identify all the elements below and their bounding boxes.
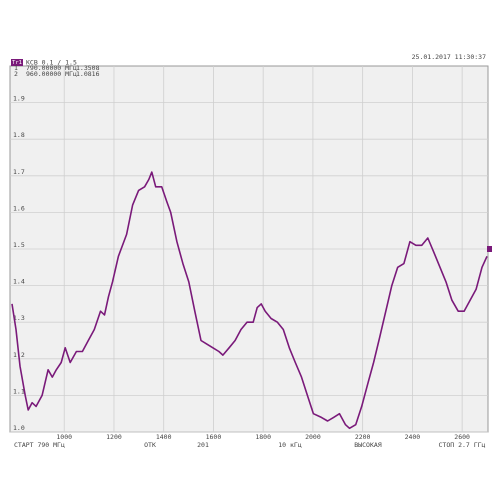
x-tick-label: 1600 — [206, 433, 222, 441]
footer-label: СТАРТ 790 МГц — [14, 441, 65, 449]
y-tick-label: 1.5 — [13, 241, 25, 249]
footer-label: ВЫСОКАЯ — [354, 441, 381, 449]
footer-label: ОТК — [144, 441, 156, 449]
marker-freq: 790.00000 МГц — [26, 64, 77, 72]
y-tick-label: 1.6 — [13, 204, 25, 212]
x-tick-label: 2400 — [405, 433, 421, 441]
footer-label: 10 кГц — [278, 441, 302, 449]
y-tick-label: 1.0 — [13, 424, 25, 432]
marker-freq: 960.00000 МГц — [26, 70, 77, 78]
timestamp: 25.01.2017 11:30:37 — [412, 53, 486, 61]
y-tick-label: 1.4 — [13, 278, 25, 286]
y-tick-label: 1.8 — [13, 131, 25, 139]
y-tick-label: 1.7 — [13, 168, 25, 176]
x-tick-label: 2600 — [454, 433, 470, 441]
y-tick-label: 1.9 — [13, 95, 25, 103]
x-tick-label: 1400 — [156, 433, 172, 441]
trace-name: Tr1 — [12, 60, 22, 66]
x-tick-label: 1000 — [56, 433, 72, 441]
x-tick-label: 1800 — [255, 433, 271, 441]
x-tick-label: 2000 — [305, 433, 321, 441]
reference-marker — [487, 246, 492, 252]
trace-badge — [11, 59, 23, 66]
footer-label: СТОП 2.7 ГГц — [439, 441, 486, 449]
marker-id: 1 — [14, 64, 18, 72]
x-tick-label: 1200 — [106, 433, 122, 441]
footer-label: 201 — [197, 441, 209, 449]
marker-value: 1.3508 — [76, 64, 100, 72]
marker-value: 1.0816 — [76, 70, 100, 78]
marker-id: 2 — [14, 70, 18, 78]
y-tick-label: 1.1 — [13, 387, 25, 395]
trace — [11, 171, 488, 430]
x-tick-label: 2200 — [355, 433, 371, 441]
trace-label: КСВ 0.1 / 1.5 — [26, 59, 77, 67]
y-tick-label: 1.3 — [13, 314, 25, 322]
